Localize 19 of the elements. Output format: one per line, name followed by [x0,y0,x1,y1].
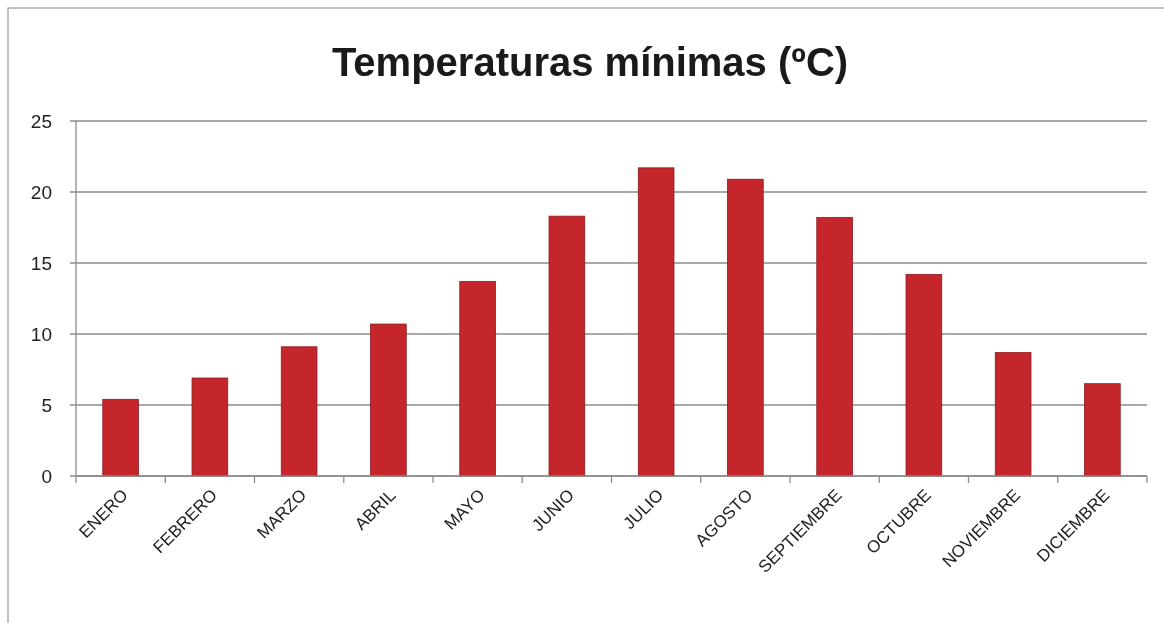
y-tick-label: 10 [30,323,52,345]
bar [370,323,407,477]
bar [102,398,139,477]
y-tick-label: 0 [41,465,52,487]
bar [280,346,318,477]
bar [459,281,496,477]
bar [905,273,943,477]
bar [1084,383,1121,477]
y-tick-label: 20 [30,181,52,203]
bar [191,377,229,477]
bar [994,352,1032,477]
y-tick-label: 5 [41,394,52,416]
bar [637,167,675,477]
bar [727,178,764,477]
y-tick-label: 15 [30,252,52,274]
bar [816,217,853,477]
y-tick-label: 25 [30,110,52,132]
bar [548,215,586,477]
chart-title: Temperaturas mínimas (ºC) [331,40,849,84]
